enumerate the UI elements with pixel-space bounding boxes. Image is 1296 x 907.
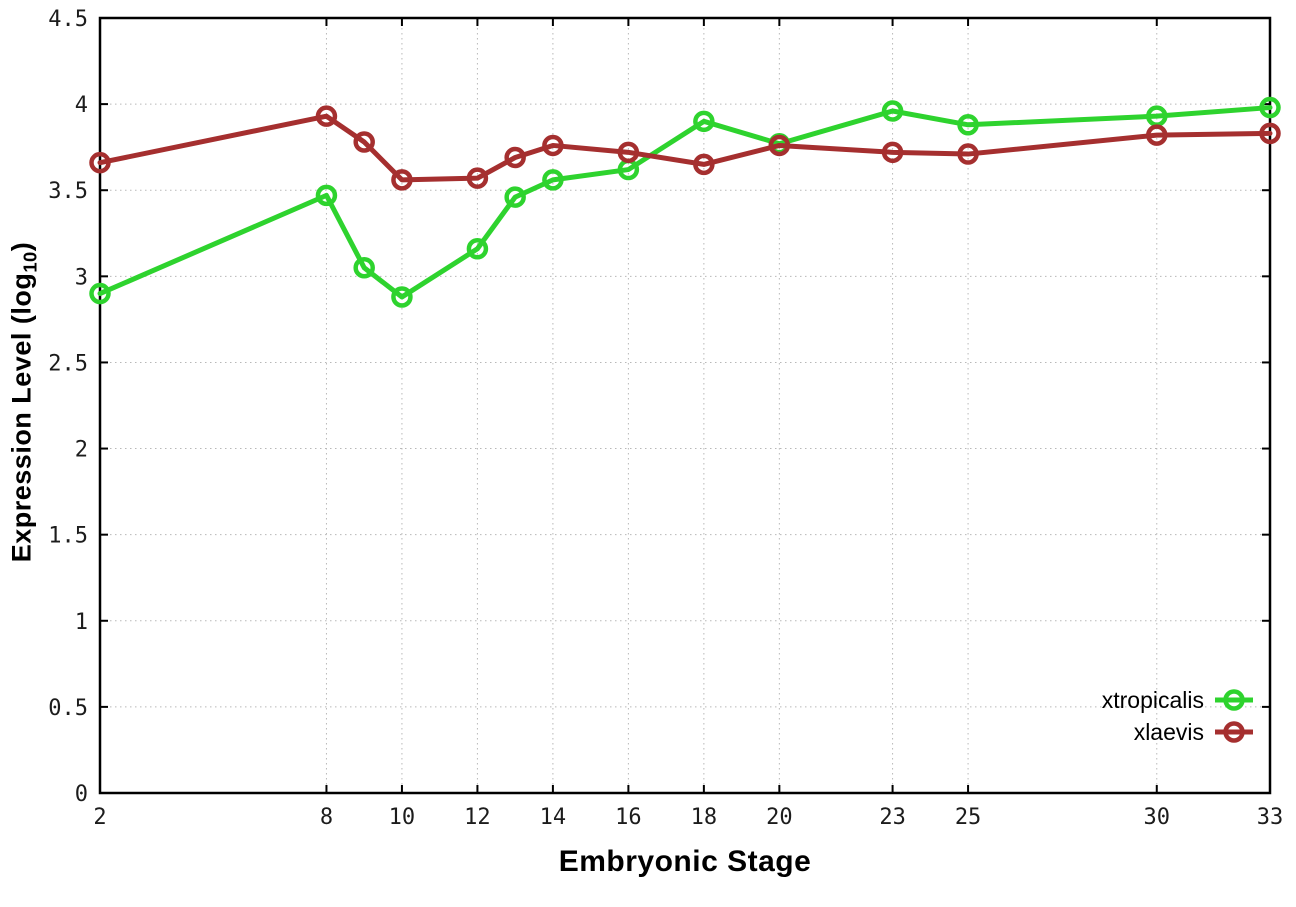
- data-point-xlaevis: [353, 131, 375, 153]
- legend: xtropicalis xlaevis: [1102, 685, 1254, 747]
- x-tick-label: 33: [1257, 805, 1284, 830]
- data-point-xlaevis: [957, 143, 979, 165]
- x-tick-label: 2: [93, 805, 106, 830]
- y-axis-title-close-paren: ): [6, 241, 37, 252]
- data-point-xlaevis: [1146, 124, 1168, 146]
- x-tick-label: 18: [691, 805, 718, 830]
- line-circle-marker-icon: [1215, 721, 1253, 743]
- x-tick-label: 25: [955, 805, 982, 830]
- y-axis-title-subscript: 10: [19, 251, 41, 273]
- data-point-xlaevis: [504, 146, 526, 169]
- x-tick-label: 30: [1144, 805, 1171, 830]
- x-tick-label: 20: [766, 805, 793, 830]
- y-tick-label: 4: [75, 93, 88, 118]
- x-tick-labels: 2 8 10 12 14 16 18 20 23 25 30 33: [93, 805, 1283, 830]
- axis-ticks: [99, 17, 1271, 794]
- data-point-xtropicalis: [1259, 96, 1281, 119]
- y-tick-label: 2.5: [48, 351, 88, 376]
- data-point-xlaevis: [768, 134, 791, 157]
- data-point-xtropicalis: [693, 110, 715, 133]
- y-tick-label: 0.5: [48, 696, 88, 721]
- data-point-xtropicalis: [315, 184, 338, 207]
- data-point-xtropicalis: [957, 114, 979, 136]
- data-point-xlaevis: [315, 105, 338, 127]
- y-tick-label: 0: [75, 782, 88, 807]
- series-line-xlaevis: [97, 113, 1273, 183]
- legend-label-xtropicalis: xtropicalis: [1101, 686, 1204, 713]
- y-tick-label: 3: [75, 265, 88, 290]
- plot-border: [98, 16, 1272, 795]
- data-point-xlaevis: [617, 141, 640, 164]
- x-axis-title: Embryonic Stage: [558, 845, 812, 878]
- data-point-xlaevis: [881, 141, 904, 164]
- data-point-xtropicalis: [466, 238, 489, 260]
- data-point-xtropicalis: [881, 100, 904, 122]
- legend-item-xlaevis: xlaevis: [1102, 717, 1254, 747]
- data-point-xtropicalis: [504, 186, 526, 208]
- y-tick-label: 4.5: [48, 7, 88, 32]
- data-point-xlaevis: [542, 134, 564, 157]
- data-point-xlaevis: [1259, 122, 1281, 145]
- x-tick-label: 23: [879, 805, 906, 830]
- line-circle-marker-icon: [1215, 689, 1253, 711]
- x-tick-label: 10: [389, 805, 416, 830]
- legend-item-xtropicalis: xtropicalis: [1102, 685, 1254, 715]
- data-point-xlaevis: [89, 151, 111, 174]
- data-point-xtropicalis: [89, 282, 111, 305]
- data-point-xlaevis: [693, 153, 715, 176]
- x-tick-label: 12: [464, 805, 491, 830]
- y-tick-label: 3.5: [48, 179, 88, 204]
- y-tick-labels: 0 0.5 1 1.5 2 2.5 3 3.5 4 4.5: [48, 7, 88, 807]
- series-line-xtropicalis: [97, 105, 1273, 300]
- data-point-xtropicalis: [542, 169, 564, 191]
- y-tick-label: 1.5: [48, 524, 88, 549]
- data-point-xtropicalis: [391, 286, 413, 308]
- x-tick-label: 8: [320, 805, 333, 830]
- series-xlaevis: [89, 105, 1281, 191]
- y-axis-title: Expression Level (log10): [6, 242, 41, 563]
- x-tick-label: 16: [615, 805, 642, 830]
- x-tick-label: 14: [540, 805, 567, 830]
- data-point-xtropicalis: [353, 256, 375, 279]
- y-tick-label: 1: [75, 610, 88, 635]
- y-tick-label: 2: [75, 438, 88, 463]
- legend-label-xlaevis: xlaevis: [1133, 718, 1204, 745]
- data-point-xlaevis: [466, 167, 489, 189]
- data-point-xlaevis: [391, 169, 413, 191]
- y-axis-title-text: Expression Level (log: [6, 272, 37, 563]
